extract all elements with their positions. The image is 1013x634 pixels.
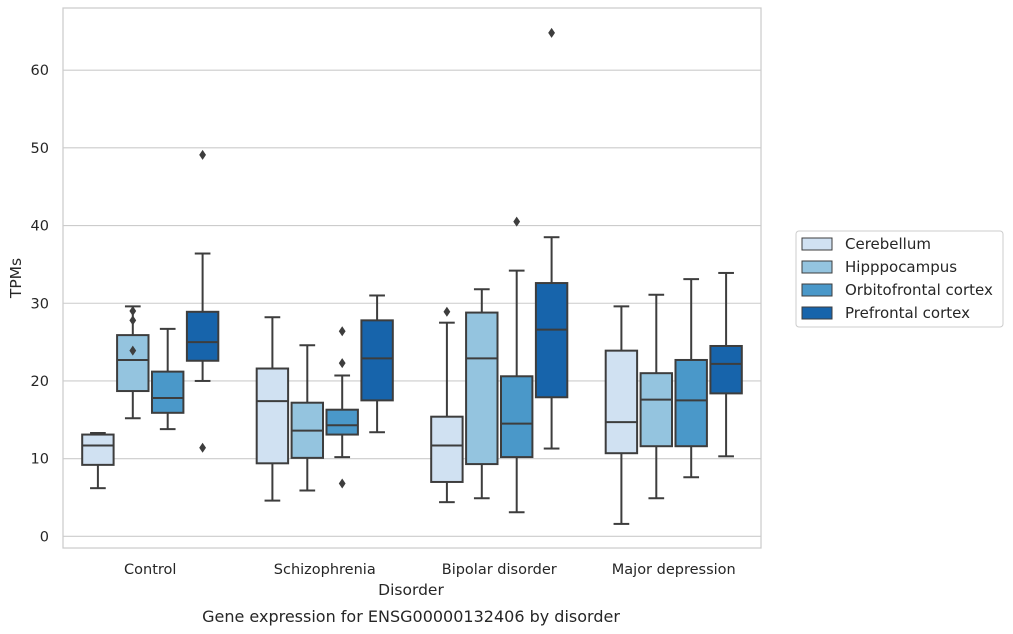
legend-item: Hipppocampus	[801, 258, 957, 276]
plot-area: 0 10 20 30 40 50 60 Control Schizophrenia Bipola…	[31, 7, 762, 578]
box	[255, 316, 290, 502]
legend: Cerebellum Hipppocampus Orbitofrontal cort…	[795, 230, 1004, 328]
box-body	[534, 282, 569, 399]
legend-frame	[795, 230, 1004, 328]
legend-label: Prefrontal cortex	[845, 304, 970, 322]
plot-frame	[62, 7, 762, 549]
outlier-point	[129, 345, 137, 356]
y-axis-label: TPMs	[7, 258, 25, 299]
box	[604, 305, 639, 525]
series-hipppocampus	[116, 288, 674, 500]
legend-label: Hipppocampus	[845, 258, 957, 276]
box	[290, 344, 325, 492]
x-tick-label: Control	[124, 562, 176, 578]
x-tick-label: Bipolar disorder	[442, 562, 557, 578]
box	[325, 326, 359, 489]
box-body	[639, 372, 674, 448]
y-tick-label: 30	[31, 296, 49, 312]
box-body	[360, 319, 394, 402]
box	[465, 288, 499, 500]
box-body	[709, 344, 743, 395]
box	[499, 216, 534, 514]
legend-swatch	[801, 283, 833, 297]
legend-item: Prefrontal cortex	[801, 304, 970, 322]
box-body	[255, 367, 290, 465]
outlier-point	[129, 306, 137, 317]
outlier-point	[548, 27, 555, 38]
box	[116, 305, 150, 420]
legend-label: Orbitofrontal cortex	[845, 281, 993, 299]
series-orbitofrontal-cortex	[150, 216, 708, 514]
outlier-point	[338, 478, 346, 489]
box	[639, 293, 674, 500]
y-tick-label: 20	[31, 374, 49, 390]
y-tick-label: 60	[31, 63, 49, 79]
legend-swatch	[801, 306, 833, 320]
y-tick-label: 50	[31, 141, 49, 157]
box	[360, 294, 394, 434]
outlier-point	[199, 149, 206, 160]
box	[185, 149, 220, 453]
box-body	[325, 408, 359, 436]
legend-label: Cerebellum	[845, 235, 931, 253]
box	[81, 432, 115, 490]
y-gridlines	[63, 69, 761, 537]
legend-item: Orbitofrontal cortex	[801, 281, 993, 299]
box-body	[430, 415, 464, 483]
outlier-point	[513, 216, 521, 227]
y-tick-label: 40	[31, 219, 49, 235]
box-body	[185, 310, 220, 362]
series-prefrontal-cortex	[185, 27, 743, 458]
box	[430, 306, 464, 504]
x-tick-label: Schizophrenia	[274, 562, 376, 578]
outlier-point	[199, 442, 206, 453]
x-axis-label: Disorder	[378, 581, 444, 599]
x-tick-labels: Control Schizophrenia Bipolar disorder Majo…	[124, 562, 736, 578]
box-body	[465, 311, 499, 466]
y-tick-label: 10	[31, 452, 49, 468]
outlier-point	[338, 358, 346, 369]
box-body	[674, 358, 708, 448]
y-tick-label: 0	[40, 529, 49, 545]
box-body	[604, 349, 639, 455]
box	[674, 278, 708, 479]
legend-swatch	[801, 237, 833, 251]
y-tick-labels: 0 10 20 30 40 50 60	[31, 63, 49, 545]
outlier-point	[338, 326, 346, 337]
legend-item: Cerebellum	[801, 235, 931, 253]
box-body	[81, 433, 115, 466]
x-tick-label: Major depression	[612, 562, 736, 578]
series-cerebellum	[81, 305, 639, 525]
outlier-point	[443, 306, 451, 317]
box	[709, 271, 743, 458]
legend-swatch	[801, 260, 833, 274]
box	[150, 327, 185, 431]
box-body	[499, 375, 534, 459]
chart-caption: Gene expression for ENSG00000132406 by d…	[202, 607, 620, 626]
outlier-point	[129, 315, 137, 326]
box-body	[116, 334, 150, 393]
box	[534, 27, 569, 450]
box-series	[81, 27, 743, 525]
box-body	[150, 370, 185, 414]
